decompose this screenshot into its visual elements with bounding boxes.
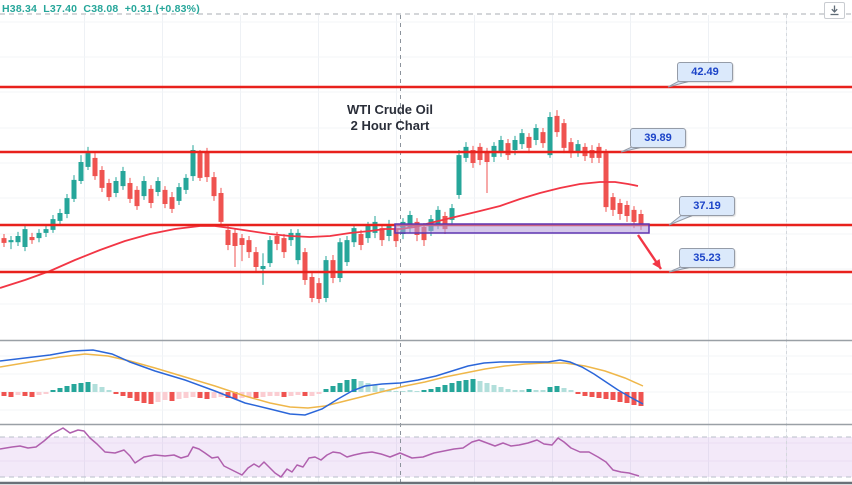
chart-title-line1: WTI Crude Oil — [347, 102, 433, 117]
arrow-down-to-bar-icon — [830, 5, 839, 16]
ma-line[interactable] — [0, 181, 639, 289]
macd-layer[interactable] — [0, 349, 644, 416]
callout-tails — [620, 79, 697, 273]
price-callout-37-19[interactable]: 37.19 — [679, 196, 735, 216]
price-callout-42-49[interactable]: 42.49 — [677, 62, 733, 82]
scroll-to-recent-button[interactable] — [824, 2, 845, 19]
support-zone[interactable] — [394, 223, 650, 234]
rsi-line[interactable] — [0, 427, 640, 478]
panel-separators — [0, 339, 852, 485]
rsi-band — [0, 436, 852, 478]
chart-title-line2: 2 Hour Chart — [350, 118, 430, 133]
price-callout-39-89[interactable]: 39.89 — [630, 128, 686, 148]
breakdown-arrow[interactable] — [637, 234, 662, 270]
ohlc-readout: H38.34 L37.40 C38.08 +0.31 (+0.83%) — [2, 3, 200, 15]
chart-title: WTI Crude Oil 2 Hour Chart — [298, 102, 482, 134]
candles-layer[interactable] — [1, 110, 644, 304]
price-callout-35-23[interactable]: 35.23 — [679, 248, 735, 268]
dashed-guides — [0, 13, 852, 482]
grid-layer — [0, 15, 852, 482]
